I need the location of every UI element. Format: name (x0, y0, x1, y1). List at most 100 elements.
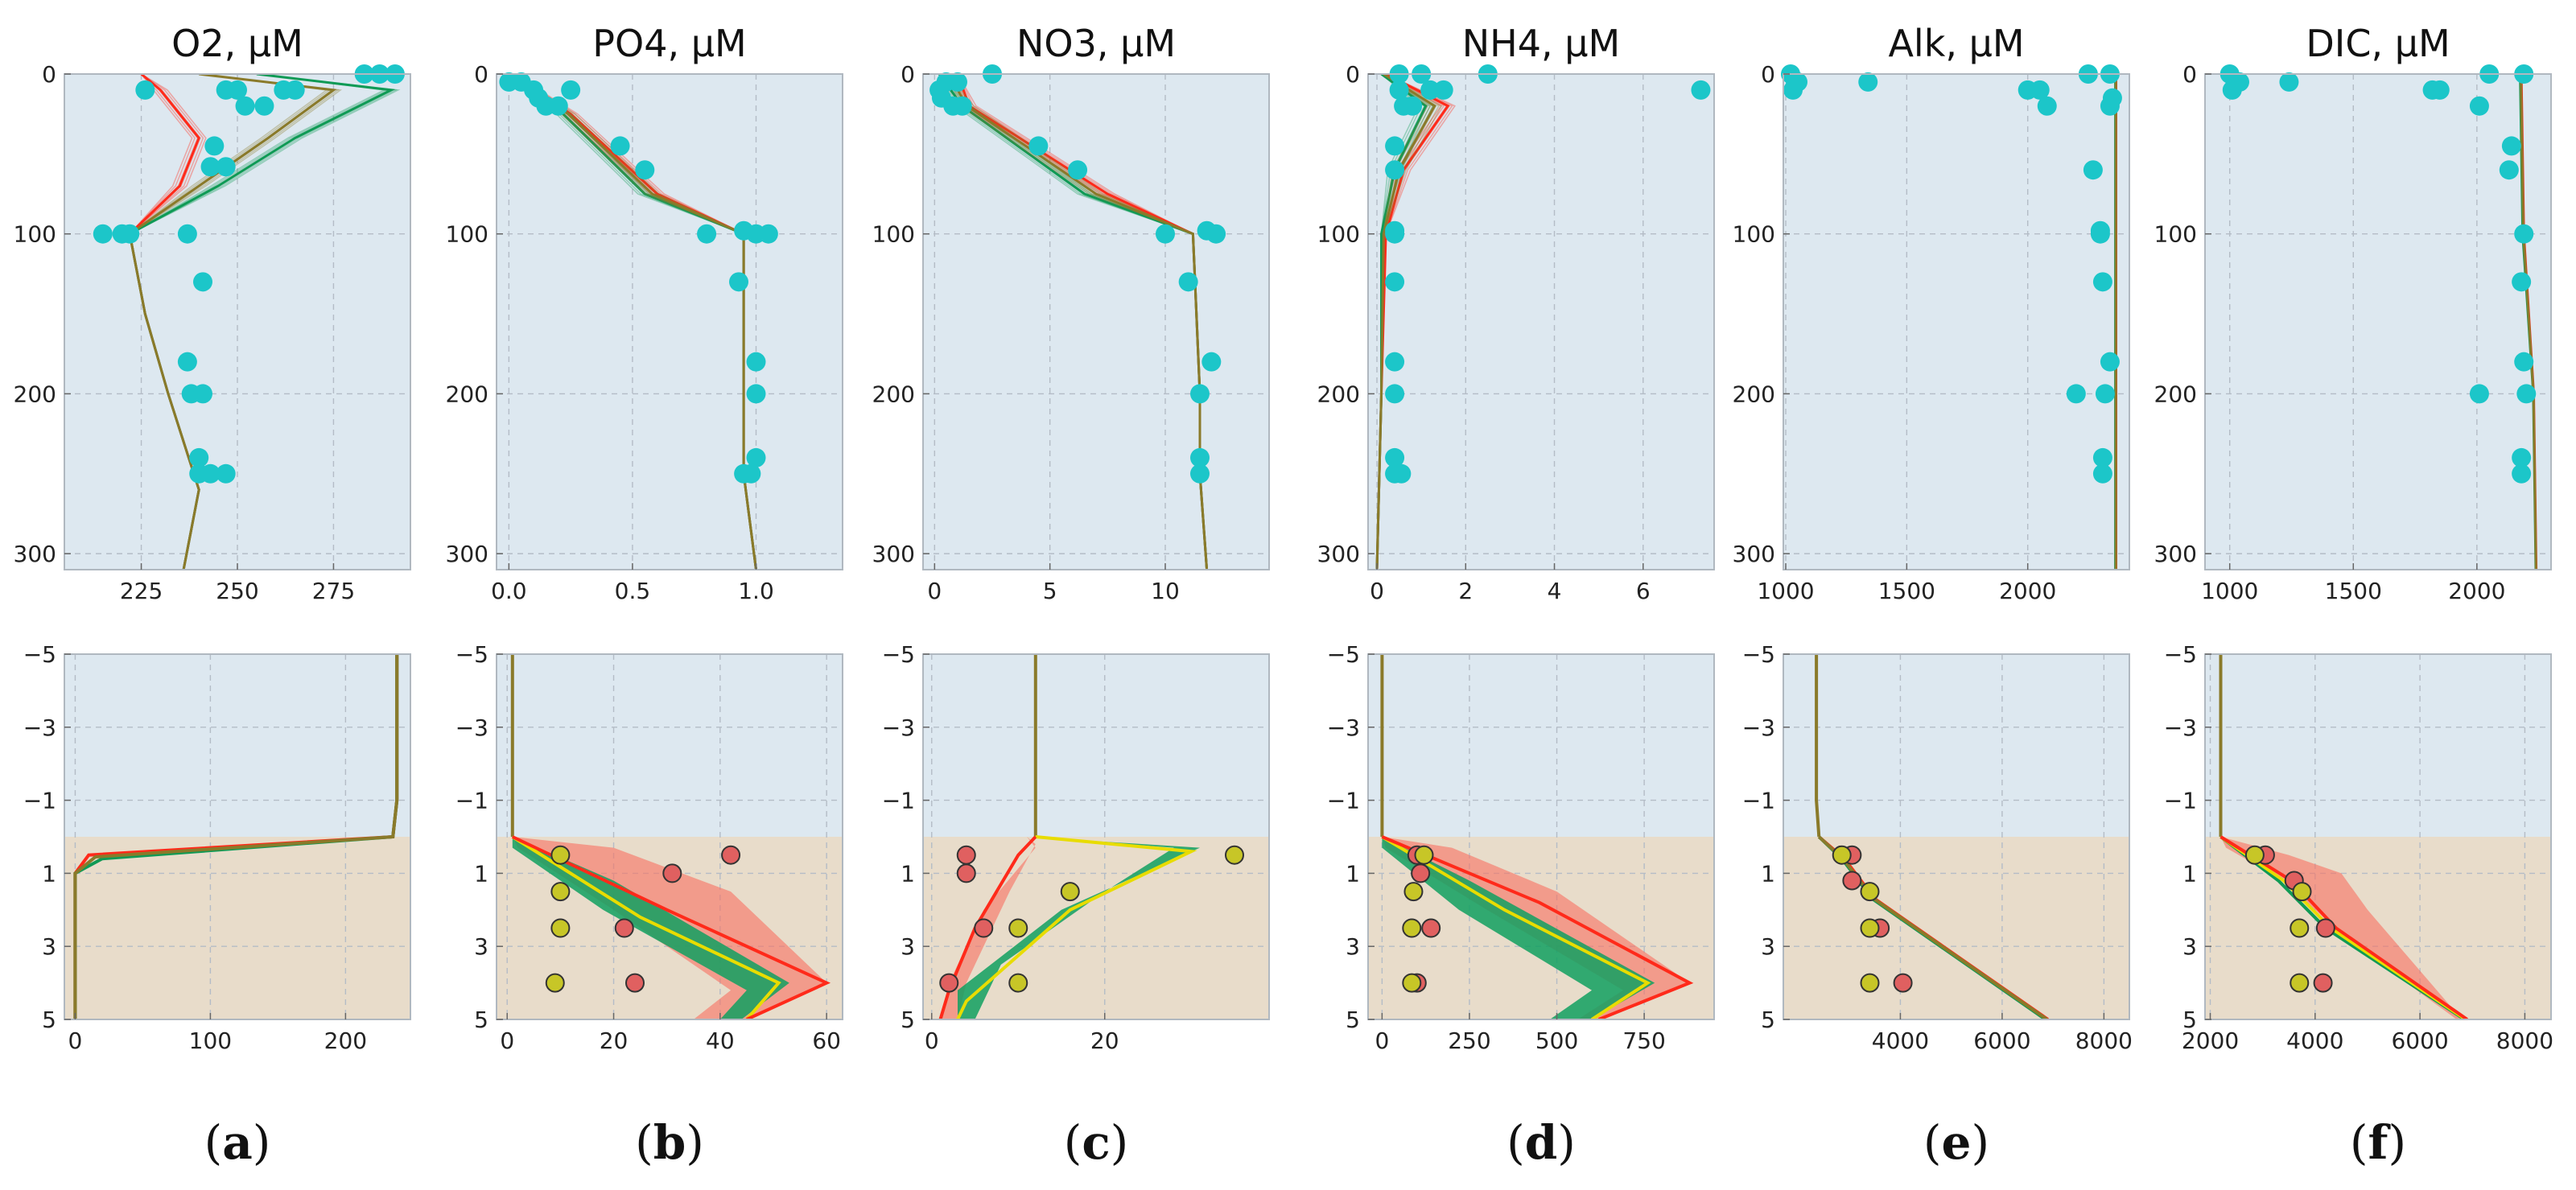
observation-point (235, 96, 255, 116)
observation-point (200, 463, 221, 484)
y-tick-label: −1 (23, 788, 56, 814)
observation-point (2100, 352, 2120, 372)
observation-point (746, 384, 766, 404)
panel-caption: (e) (1923, 1115, 1989, 1170)
axes-frame (1783, 73, 2130, 570)
axes-frame (922, 653, 1270, 1020)
y-tick-label: 100 (872, 221, 915, 248)
x-tick-label: 1500 (1878, 578, 1935, 604)
observation-point-red (721, 845, 741, 865)
observation-point-red (956, 845, 976, 865)
axes-frame (1783, 653, 2130, 1020)
water-background (64, 654, 410, 837)
x-tick-label: 250 (216, 578, 258, 604)
observation-point (610, 136, 630, 156)
observation-point-yellow (1402, 918, 1422, 938)
x-tick-label: 20 (600, 1027, 629, 1054)
observation-point-yellow (1225, 845, 1244, 865)
y-tick-label: 200 (2154, 381, 2197, 407)
observation-point (177, 224, 197, 244)
x-tick-label: 0 (68, 1027, 83, 1054)
ensemble-band-green (512, 837, 789, 1019)
y-tick-label: 1 (901, 860, 915, 887)
observation-point (758, 224, 778, 244)
x-tick-label: 0 (1375, 1027, 1389, 1054)
y-tick-label: −5 (1327, 641, 1360, 668)
water-column-panel-d: 0 2 4 6 0 100 200 300 (1317, 61, 1715, 604)
x-tick-label: 500 (1535, 1027, 1578, 1054)
y-tick-label: 300 (14, 541, 56, 567)
observation-point (1385, 447, 1405, 467)
y-tick-label: 0 (2182, 61, 2197, 88)
y-tick-label: 1 (1346, 860, 1360, 887)
observation-point (2512, 447, 2532, 467)
observation-point-yellow (1860, 918, 1880, 938)
water-background (1783, 74, 2129, 570)
x-tick-label: 20 (1090, 1027, 1119, 1054)
y-tick-label: −1 (2164, 788, 2197, 814)
y-tick-label: 5 (1761, 1007, 1775, 1033)
x-tick-label: 2000 (2448, 578, 2505, 604)
panel-caption: (c) (1064, 1115, 1129, 1170)
x-tick-label: 225 (120, 578, 163, 604)
observation-point-yellow (550, 882, 571, 902)
y-tick-label: 200 (446, 381, 488, 407)
y-tick-label: 3 (1346, 933, 1360, 960)
y-tick-label: 100 (446, 221, 488, 248)
y-tick-label: 3 (1761, 933, 1775, 960)
y-tick-label: 0 (1761, 61, 1775, 88)
observation-point-yellow (545, 973, 565, 993)
observation-point (177, 352, 197, 372)
observation-point-yellow (2292, 882, 2312, 902)
sediment-panel-a: 0 100 200 −5 −3 −1 1 3 5 (23, 641, 411, 1054)
observation-point-red (625, 973, 645, 993)
y-tick-label: 1 (474, 860, 488, 887)
plot-area (2519, 74, 2538, 570)
observation-point (2030, 80, 2050, 100)
observation-point (1190, 384, 1210, 404)
x-tick-label: 8000 (2075, 1027, 2133, 1054)
observation-point (1028, 136, 1049, 156)
model-red-profile (1381, 835, 1694, 1019)
y-tick-label: −5 (1742, 641, 1775, 668)
observation-point (952, 96, 972, 116)
x-tick-label: 100 (189, 1027, 232, 1054)
x-tick-label: 8000 (2496, 1027, 2553, 1054)
sediment-panel-f: 2000 4000 6000 8000 −5 −3 −1 1 3 5 (2164, 641, 2553, 1054)
axes-frame (2204, 653, 2552, 1020)
observation-point (204, 136, 225, 156)
y-tick-label: 5 (42, 1007, 56, 1033)
axes-frame (922, 73, 1270, 570)
observation-point (1206, 224, 1226, 244)
observation-point (2430, 80, 2450, 100)
observation-point (741, 463, 761, 484)
sediment-panel-c: 0 20 −5 −3 −1 1 3 5 (882, 641, 1270, 1054)
observation-point-yellow (1860, 973, 1880, 993)
observation-point-yellow (2290, 918, 2310, 938)
observation-point (2083, 160, 2103, 180)
observation-point (1420, 80, 1440, 100)
x-tick-label: 6000 (2391, 1027, 2448, 1054)
y-tick-label: −3 (2164, 714, 2197, 741)
observation-point (729, 272, 748, 292)
observation-point (120, 224, 140, 244)
observation-point-yellow (1832, 845, 1852, 865)
observation-point (2100, 96, 2120, 116)
y-tick-label: 0 (42, 61, 56, 88)
x-tick-label: 0.0 (491, 578, 527, 604)
y-tick-label: −5 (882, 641, 915, 668)
ensemble-band-green (958, 837, 1200, 1019)
water-background (497, 654, 843, 837)
observation-point (1178, 272, 1198, 292)
observation-point-yellow (550, 845, 571, 865)
model-olive-profile (1815, 654, 1821, 838)
y-tick-label: 300 (2154, 541, 2197, 567)
observation-point (746, 352, 766, 372)
sediment-background (1783, 837, 2129, 1019)
x-tick-label: 6000 (1973, 1027, 2030, 1054)
panel-caption: (b) (635, 1115, 704, 1170)
observation-point (2512, 463, 2532, 484)
water-column-panel-f: 1000 1500 2000 0 100 200 300 (2154, 61, 2552, 604)
